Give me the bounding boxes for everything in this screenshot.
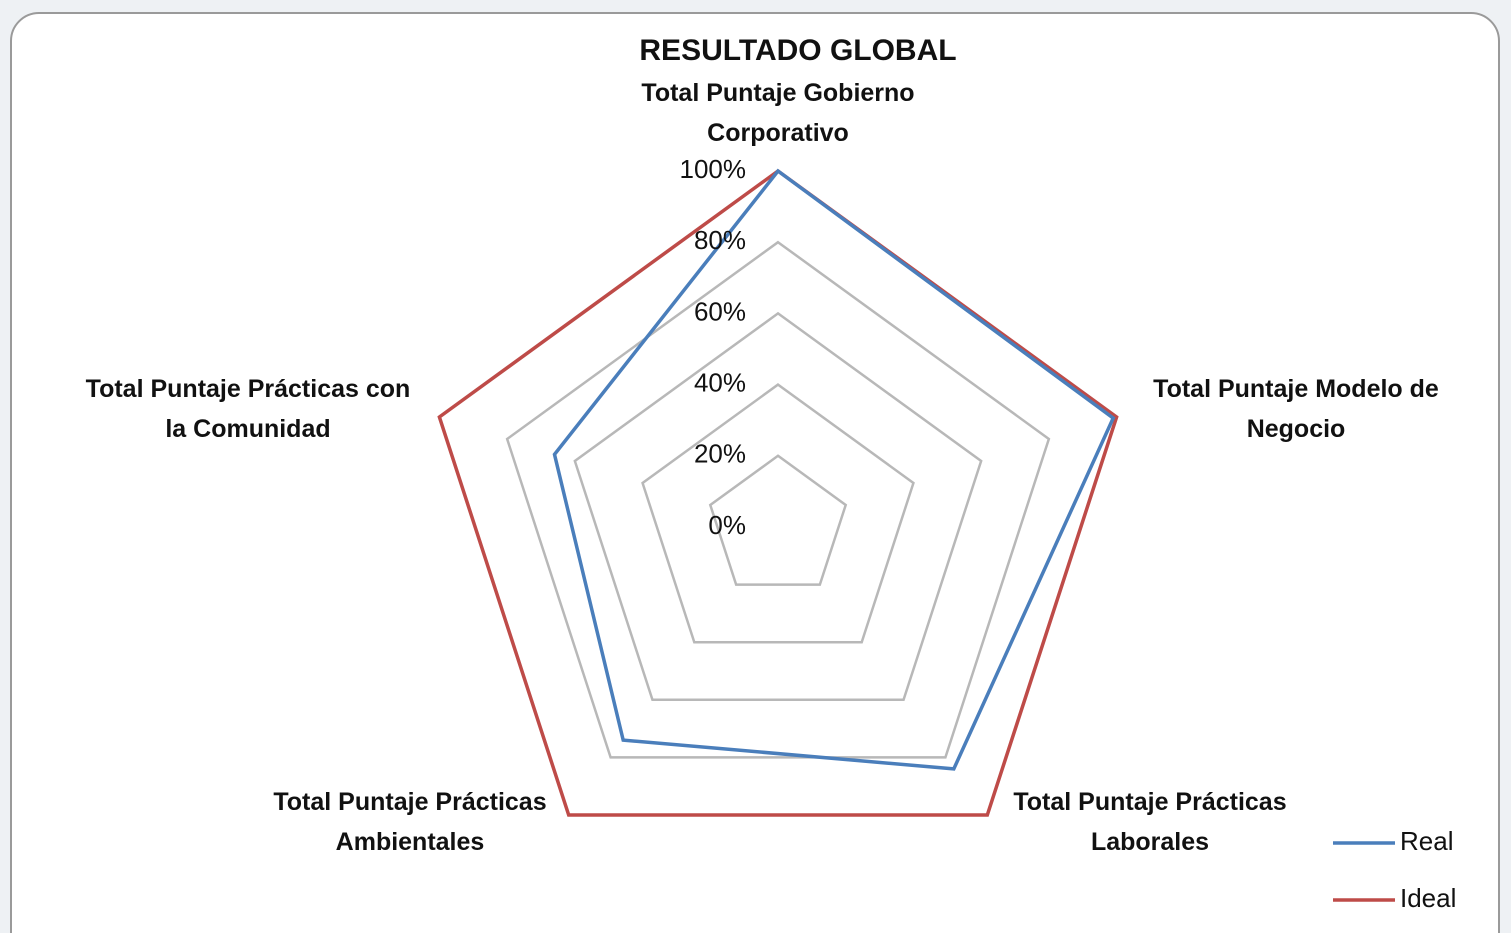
label-line: Laborales xyxy=(1091,828,1209,856)
label-line: la Comunidad xyxy=(165,415,330,443)
y-tick-label: 40% xyxy=(694,367,746,397)
label-line: Total Puntaje Gobierno xyxy=(641,79,914,107)
axis-category-label: Total Puntaje Prácticas Laborales xyxy=(1013,788,1286,856)
y-tick-label: 60% xyxy=(694,296,746,326)
grid-line xyxy=(573,311,983,702)
axis-category-label: Total Puntaje Modelo de Negocio xyxy=(1153,375,1439,443)
label-line: Total Puntaje Modelo de xyxy=(1153,375,1439,403)
y-tick-label: 80% xyxy=(694,225,746,255)
label-line: Total Puntaje Prácticas xyxy=(273,788,546,816)
label-line: Total Puntaje Prácticas con xyxy=(86,375,411,403)
label-line: Negocio xyxy=(1247,415,1346,443)
grid-line xyxy=(708,454,848,586)
label-line: Total Puntaje Prácticas xyxy=(1013,788,1286,816)
grid-line xyxy=(641,383,915,644)
series-line xyxy=(437,168,1119,817)
grid-line xyxy=(505,240,1051,759)
label-line: Corporativo xyxy=(707,119,849,147)
legend-label: Real xyxy=(1400,826,1453,856)
axis-category-label: Total Puntaje Prácticas con la Comunidad xyxy=(86,375,411,443)
axis-category-label: Total Puntaje Gobierno Corporativo xyxy=(641,79,914,147)
y-tick-label: 0% xyxy=(708,510,746,540)
legend-label: Ideal xyxy=(1400,883,1456,913)
axis-category-label: Total Puntaje Prácticas Ambientales xyxy=(273,788,546,856)
y-tick-label: 100% xyxy=(680,154,747,184)
y-tick-label: 20% xyxy=(694,439,746,469)
chart-title: RESULTADO GLOBAL xyxy=(639,34,956,67)
label-line: Ambientales xyxy=(336,828,485,856)
series-line xyxy=(552,168,1116,771)
